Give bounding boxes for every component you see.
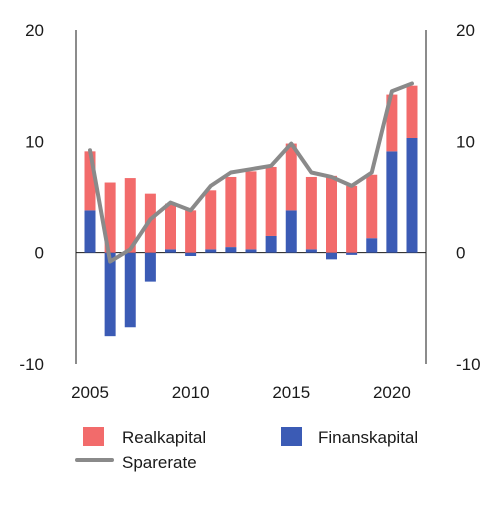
- bar-realkapital-2010: [185, 210, 197, 253]
- y-tick-left: 0: [35, 244, 44, 263]
- bar-finanskapital-2008: [144, 252, 156, 282]
- y-tick-left: -10: [19, 355, 44, 374]
- bar-finanskapital-2018: [346, 252, 358, 255]
- bar-finanskapital-2010: [185, 252, 197, 257]
- bar-finanskapital-2007: [124, 252, 136, 328]
- legend: Realkapital Finanskapital Sparerate: [75, 427, 418, 472]
- line-sparerate: [88, 81, 414, 264]
- bar-realkapital-2013: [245, 171, 257, 250]
- y-tick-right: 20: [456, 21, 475, 40]
- bar-finanskapital-2015: [285, 210, 297, 253]
- bar-finanskapital-2020: [386, 151, 398, 253]
- tick-labels: -10 0 10 20 -10 0 10 20 2005 2010 2015 2020: [19, 21, 480, 402]
- bar-finanskapital-2014: [265, 235, 277, 253]
- legend-label-finanskapital: Finanskapital: [318, 428, 418, 447]
- line-series: [88, 81, 414, 264]
- x-tick: 2005: [71, 383, 109, 402]
- bar-realkapital-2019: [366, 174, 378, 239]
- bar-finanskapital-2006: [104, 252, 116, 337]
- bars: [84, 85, 418, 337]
- y-tick-left: 20: [25, 21, 44, 40]
- bar-realkapital-2012: [225, 176, 237, 248]
- bar-realkapital-2014: [265, 166, 277, 236]
- bar-realkapital-2016: [305, 176, 317, 250]
- bar-finanskapital-2019: [366, 238, 378, 253]
- bar-realkapital-2011: [205, 190, 217, 250]
- bar-realkapital-2015: [285, 143, 297, 211]
- bar-finanskapital-2013: [245, 249, 257, 253]
- x-tick: 2020: [373, 383, 411, 402]
- x-tick: 2015: [272, 383, 310, 402]
- bar-realkapital-2008: [144, 193, 156, 253]
- bar-finanskapital-2005: [84, 210, 96, 253]
- y-tick-right: -10: [456, 355, 481, 374]
- y-tick-right: 0: [456, 244, 465, 263]
- legend-label-sparerate: Sparerate: [122, 453, 197, 472]
- bar-finanskapital-2021: [406, 137, 418, 253]
- legend-swatch-finanskapital: [281, 427, 302, 446]
- bar-realkapital-2009: [165, 203, 176, 250]
- y-tick-left: 10: [25, 132, 44, 151]
- bar-finanskapital-2016: [305, 249, 317, 253]
- bar-finanskapital-2012: [225, 247, 237, 253]
- bar-realkapital-2017: [326, 175, 337, 253]
- bar-realkapital-2018: [346, 185, 358, 253]
- legend-label-realkapital: Realkapital: [122, 428, 206, 447]
- bar-realkapital-2005: [84, 151, 96, 211]
- bar-finanskapital-2017: [326, 252, 337, 260]
- y-tick-right: 10: [456, 132, 475, 151]
- bar-realkapital-2021: [406, 85, 418, 138]
- bar-finanskapital-2009: [165, 249, 176, 253]
- bar-realkapital-2007: [124, 178, 136, 253]
- legend-swatch-realkapital: [83, 427, 104, 446]
- x-tick: 2010: [172, 383, 210, 402]
- bar-realkapital-2006: [104, 182, 116, 253]
- bar-finanskapital-2011: [205, 249, 217, 253]
- bar-realkapital-2020: [386, 94, 398, 152]
